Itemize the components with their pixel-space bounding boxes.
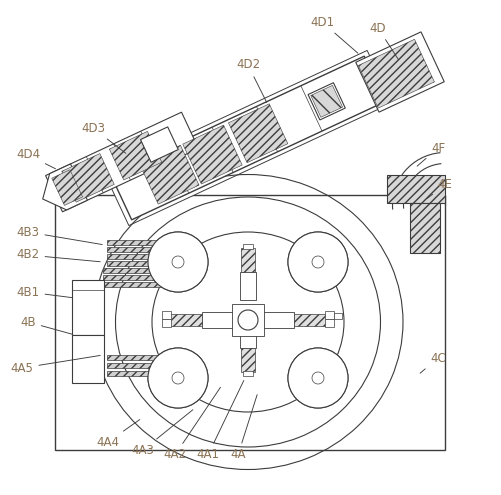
Bar (256, 312, 294, 328)
Bar (107, 247, 172, 252)
Bar (324, 311, 333, 319)
Circle shape (288, 232, 347, 292)
Circle shape (148, 348, 207, 408)
Text: 4A1: 4A1 (196, 381, 243, 461)
Circle shape (148, 232, 207, 292)
Circle shape (288, 232, 347, 292)
Wedge shape (151, 235, 193, 278)
Circle shape (172, 256, 184, 268)
Wedge shape (302, 362, 344, 405)
Polygon shape (109, 131, 161, 180)
Circle shape (148, 232, 207, 292)
Circle shape (237, 310, 258, 330)
Polygon shape (308, 83, 345, 120)
Wedge shape (151, 247, 193, 289)
Text: 4E: 4E (426, 179, 451, 198)
Text: 4D4: 4D4 (16, 148, 56, 169)
Circle shape (288, 348, 347, 408)
Circle shape (172, 372, 184, 384)
Circle shape (312, 256, 323, 268)
Text: 4B1: 4B1 (17, 286, 72, 298)
Text: 4A2: 4A2 (163, 387, 220, 461)
Text: 4D1: 4D1 (309, 15, 357, 53)
Bar (103, 268, 173, 273)
Polygon shape (355, 32, 443, 112)
Polygon shape (110, 56, 385, 220)
Text: 4A3: 4A3 (131, 410, 192, 456)
Wedge shape (291, 235, 333, 278)
Wedge shape (151, 362, 193, 405)
Text: 4F: 4F (416, 142, 444, 166)
Bar (239, 320, 256, 348)
Text: 4D3: 4D3 (81, 121, 126, 153)
Bar (240, 248, 255, 272)
Bar (162, 311, 171, 319)
Wedge shape (291, 362, 333, 405)
Polygon shape (46, 112, 198, 212)
Wedge shape (302, 247, 344, 289)
Circle shape (312, 372, 323, 384)
Bar (386, 175, 444, 203)
Polygon shape (182, 125, 241, 184)
Wedge shape (302, 351, 344, 394)
Wedge shape (162, 362, 204, 405)
Bar (333, 313, 341, 319)
Bar (239, 272, 256, 300)
Polygon shape (140, 127, 178, 162)
Wedge shape (291, 351, 333, 394)
Bar (162, 319, 171, 327)
Wedge shape (162, 247, 204, 289)
Text: 4A: 4A (230, 395, 257, 461)
Bar (107, 371, 172, 376)
Text: 4D2: 4D2 (235, 58, 266, 102)
Bar (201, 312, 239, 328)
Bar (103, 282, 173, 287)
Polygon shape (52, 170, 82, 205)
Text: 4B3: 4B3 (17, 226, 102, 245)
Bar (409, 203, 439, 253)
Bar (242, 371, 253, 376)
Bar (107, 363, 172, 368)
Bar (170, 314, 201, 326)
Circle shape (148, 348, 207, 408)
Bar (294, 314, 325, 326)
Wedge shape (162, 351, 204, 394)
Wedge shape (162, 235, 204, 278)
Bar (72, 335, 104, 383)
Text: 4C: 4C (419, 351, 445, 373)
Wedge shape (151, 351, 193, 394)
Text: 4B: 4B (20, 315, 72, 334)
Polygon shape (139, 145, 198, 204)
Bar (107, 261, 172, 266)
Bar (107, 355, 172, 360)
Bar (103, 275, 173, 280)
Bar (242, 244, 253, 249)
Polygon shape (43, 164, 87, 210)
Text: 4B2: 4B2 (17, 248, 100, 262)
Polygon shape (62, 153, 114, 202)
Text: 4A5: 4A5 (11, 355, 100, 375)
Bar (107, 254, 172, 259)
Bar (231, 304, 264, 336)
Wedge shape (302, 235, 344, 278)
Polygon shape (228, 104, 287, 163)
Bar (107, 240, 172, 245)
Circle shape (288, 348, 347, 408)
Text: 4D: 4D (369, 21, 398, 60)
Bar (72, 280, 104, 335)
Polygon shape (104, 50, 391, 226)
Bar (240, 348, 255, 372)
Wedge shape (291, 247, 333, 289)
Bar (55, 195, 444, 450)
Polygon shape (310, 85, 342, 117)
Polygon shape (358, 39, 433, 108)
Text: 4A4: 4A4 (96, 420, 139, 448)
Bar (324, 319, 333, 327)
